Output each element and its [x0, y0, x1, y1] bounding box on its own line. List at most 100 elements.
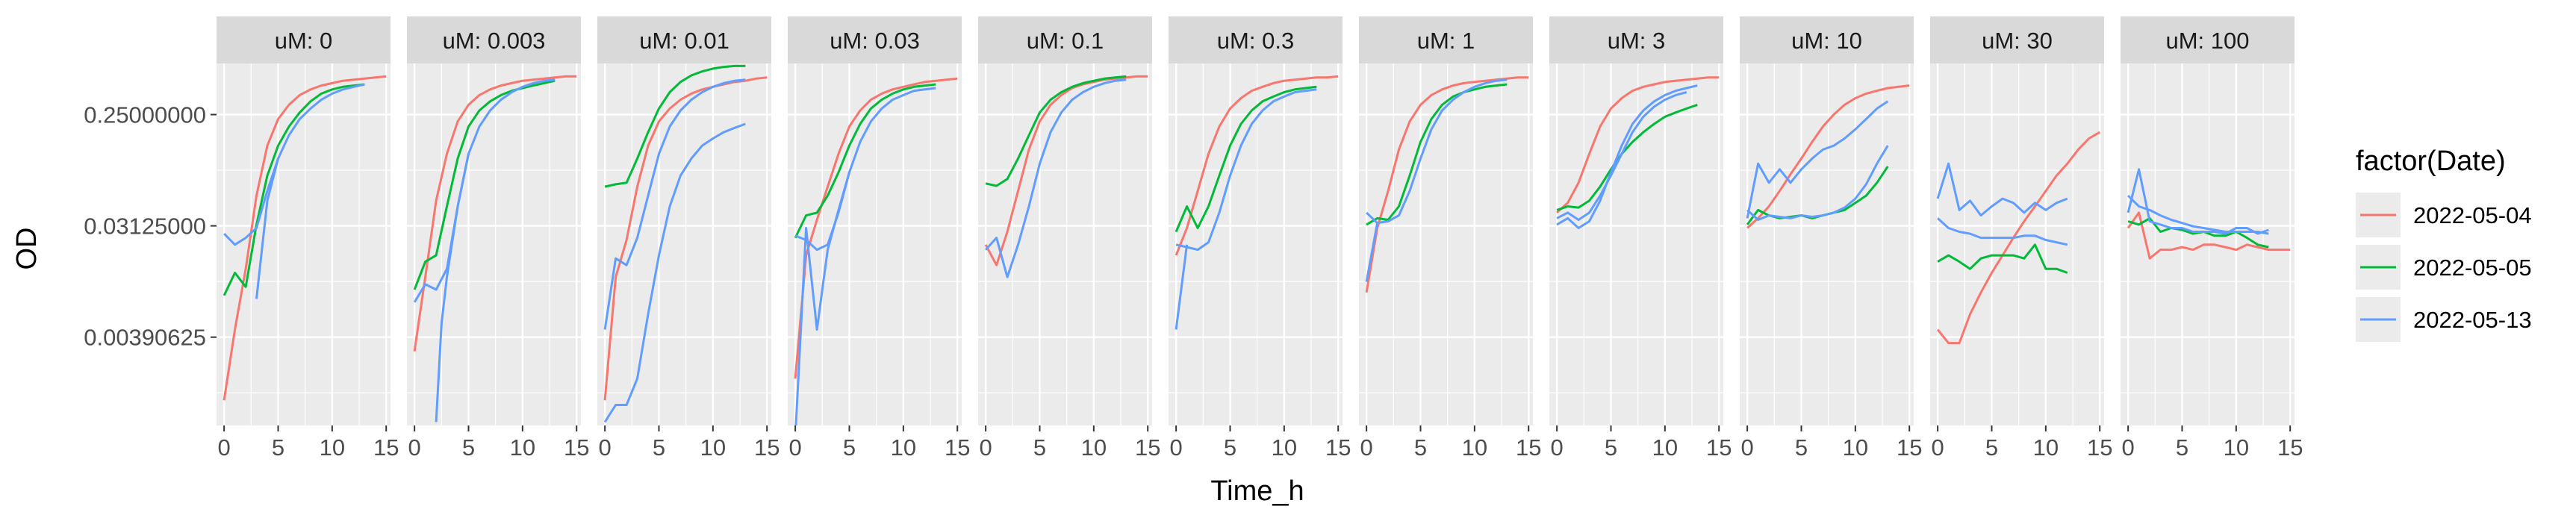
x-tick-label: 15	[2277, 434, 2303, 461]
panel-background	[978, 63, 1152, 425]
series-group	[1746, 84, 1910, 229]
facet-strip-label: uM: 30	[1982, 28, 2053, 54]
x-tick-label: 0	[1932, 434, 1944, 461]
facet-strip-label: uM: 100	[2165, 28, 2249, 54]
x-tick-label: 15	[1135, 434, 1160, 461]
panel-background	[1930, 63, 2104, 425]
facet-strip	[1359, 16, 1533, 63]
facet-strip-label: uM: 0.3	[1217, 28, 1294, 54]
panel-background	[217, 63, 391, 425]
series-line	[603, 122, 746, 423]
x-tick-label: 15	[1897, 434, 1922, 461]
series-line	[1937, 217, 2068, 246]
series-line	[2127, 168, 2269, 235]
facet-panel: uM: 0.1 0 5 10 15	[978, 16, 1160, 461]
x-tick-label: 10	[1462, 434, 1487, 461]
x-tick-label: 0	[1551, 434, 1564, 461]
series-group	[1365, 76, 1529, 293]
x-tick-label: 10	[1272, 434, 1297, 461]
x-tick-label: 5	[1605, 434, 1617, 461]
x-tick-label: 5	[1224, 434, 1236, 461]
x-tick-label: 5	[1033, 434, 1046, 461]
x-tick-label: 10	[700, 434, 726, 461]
facet-panel: uM: 1 0 5 10 15	[1359, 16, 1541, 461]
facet-strip-label: uM: 0.01	[639, 28, 729, 54]
x-tick-label: 15	[1516, 434, 1541, 461]
series-line	[1937, 243, 2068, 274]
series-line	[1175, 244, 1189, 330]
series-line	[2127, 211, 2291, 260]
x-tick-label: 10	[510, 434, 535, 461]
series-line	[223, 83, 365, 296]
facet-strip	[597, 16, 771, 63]
x-tick-label: 15	[754, 434, 780, 461]
panel-background	[1169, 63, 1343, 425]
facet-strip	[1930, 16, 2104, 63]
facet-strip	[978, 16, 1152, 63]
x-tick-label: 0	[599, 434, 612, 461]
series-line	[1556, 84, 1698, 229]
series-group	[1175, 75, 1339, 330]
series-line	[413, 75, 577, 352]
y-tick-label: 0.03125000	[84, 213, 206, 240]
series-line	[223, 83, 365, 246]
x-tick-label: 0	[408, 434, 421, 461]
series-group	[984, 75, 1148, 278]
facet-strip	[2121, 16, 2295, 63]
facet-strip	[1740, 16, 1914, 63]
legend-label: 2022-05-13	[2413, 307, 2532, 333]
x-tick-label: 15	[945, 434, 970, 461]
x-tick-label: 0	[789, 434, 802, 461]
x-axis-title: Time_h	[1210, 475, 1304, 507]
series-line	[1746, 100, 1889, 219]
x-tick-label: 5	[462, 434, 475, 461]
x-tick-label: 5	[653, 434, 665, 461]
x-tick-label: 15	[1325, 434, 1351, 461]
series-line	[794, 83, 936, 239]
x-tick-label: 5	[1985, 434, 1998, 461]
series-line	[1366, 78, 1508, 225]
x-tick-label: 5	[272, 434, 284, 461]
x-tick-label: 5	[1414, 434, 1427, 461]
series-line	[1746, 145, 1889, 221]
series-line	[413, 78, 556, 303]
facet-panel: uM: 100 0 5 10 15	[2121, 16, 2303, 461]
y-axis: 0.00390625 0.03125000 0.25000000	[84, 102, 217, 351]
x-tick-label: 0	[1741, 434, 1754, 461]
x-tick-label: 10	[1843, 434, 1868, 461]
series-line	[1175, 88, 1317, 252]
series-line	[2127, 195, 2269, 235]
facet-strip	[217, 16, 391, 63]
x-tick-label: 5	[2176, 434, 2188, 461]
x-tick-label: 15	[1706, 434, 1732, 461]
series-line	[794, 172, 850, 425]
series-line	[794, 87, 936, 252]
panel-background	[1740, 63, 1914, 425]
series-line	[413, 79, 556, 290]
series-line	[1556, 91, 1687, 221]
facet-panel: uM: 0.003 0 5 10 15	[407, 16, 589, 461]
series-line	[985, 75, 1127, 187]
series-line	[1175, 85, 1317, 233]
y-tick-label: 0.25000000	[84, 102, 206, 128]
facet-strip	[1169, 16, 1343, 63]
x-tick-label: 15	[564, 434, 589, 461]
facet-panel: uM: 0.01 0 5 10 15	[597, 16, 780, 461]
facet-strip-label: uM: 3	[1608, 28, 1666, 54]
series-line	[603, 76, 768, 401]
x-tick-label: 0	[2122, 434, 2135, 461]
x-tick-label: 0	[218, 434, 231, 461]
facet-panel: uM: 0 0 5 10 15	[217, 16, 399, 461]
series-group	[1556, 76, 1720, 229]
series-line	[603, 78, 746, 330]
facet-strip	[788, 16, 962, 63]
facet-panel: uM: 3 0 5 10 15	[1549, 16, 1732, 461]
x-tick-label: 10	[891, 434, 916, 461]
series-group	[603, 64, 768, 423]
facet-strip-label: uM: 0.1	[1027, 28, 1104, 54]
y-tick-label: 0.00390625	[84, 325, 206, 351]
panel-background	[597, 63, 771, 425]
x-tick-label: 10	[2033, 434, 2059, 461]
series-line	[1936, 131, 2100, 345]
